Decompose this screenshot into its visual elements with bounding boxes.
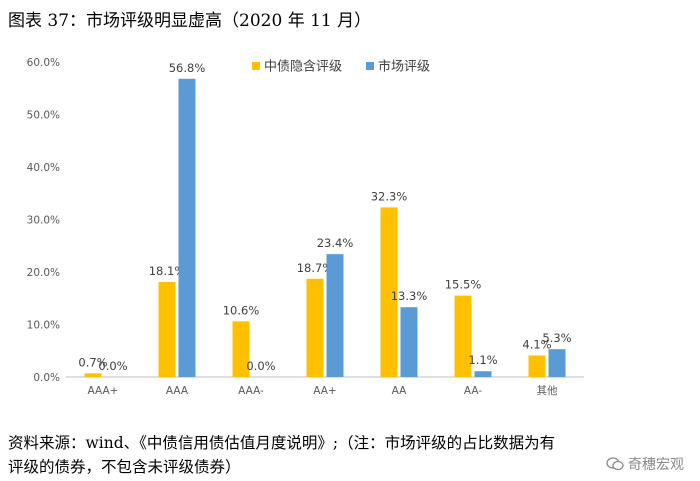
y-tick-label: 10.0% [27, 320, 60, 332]
x-tick-label: AAA- [238, 385, 264, 397]
y-tick-label: 50.0% [27, 110, 60, 122]
bar-implied-rating [84, 373, 102, 377]
y-tick-label: 60.0% [27, 57, 60, 69]
y-tick-label: 30.0% [27, 215, 60, 227]
figure-title: 图表 37：市场评级明显虚高（2020 年 11 月） [8, 11, 372, 31]
x-tick-label: AAA+ [88, 385, 119, 397]
bar-implied-rating [528, 355, 546, 377]
data-label: 1.1% [468, 353, 497, 367]
x-tick-label: 其他 [537, 384, 558, 397]
source-note-line-1: 资料来源：wind、《中债信用债估值月度说明》;（注：市场评级的占比数据为有 [8, 434, 556, 452]
data-label: 13.3% [391, 289, 428, 303]
data-label: 15.5% [445, 278, 482, 292]
watermark: 奇穗宏观 [606, 454, 684, 474]
data-label: 10.6% [223, 303, 260, 317]
data-label: 4.1% [522, 337, 551, 351]
x-tick-label: AAA [166, 385, 189, 397]
data-label: 0.0% [98, 359, 127, 373]
bar-market-rating [548, 349, 566, 377]
watermark-text: 奇穗宏观 [628, 457, 684, 473]
legend-label: 市场评级 [378, 59, 430, 75]
bar-market-rating [474, 371, 492, 377]
y-tick-label: 0.0% [33, 372, 60, 384]
source-note-line-2: 评级的债券，不包含未评级债券） [8, 458, 241, 476]
x-tick-label: AA [392, 385, 407, 397]
legend-swatch [366, 62, 374, 70]
bar-market-rating [400, 307, 418, 377]
bar-implied-rating [232, 321, 250, 377]
bar-implied-rating [306, 278, 324, 377]
bar-implied-rating [454, 295, 472, 377]
chart-area: 0.0% 10.0% 20.0% 30.0% 40.0% 50.0% 60.0% AAA+ AA… [0, 38, 700, 413]
bar-market-rating [178, 78, 196, 378]
data-label: 18.1% [149, 264, 186, 278]
bar-implied-rating [380, 207, 398, 377]
data-label: 5.3% [542, 331, 571, 345]
x-tick-label: AA- [464, 385, 482, 397]
legend-label: 中债隐含评级 [264, 59, 342, 75]
data-label: 56.8% [169, 61, 206, 75]
bar-chart: 0.0% 10.0% 20.0% 30.0% 40.0% 50.0% 60.0% AAA+ AA… [27, 57, 584, 397]
y-tick-label: 40.0% [27, 162, 60, 174]
x-tick-label: AA+ [313, 385, 336, 397]
bar-market-rating [326, 254, 344, 377]
data-label: 18.7% [297, 261, 334, 275]
y-tick-label: 20.0% [27, 267, 60, 279]
wechat-icon [606, 457, 624, 471]
data-label: 23.4% [317, 236, 354, 250]
legend-swatch [252, 62, 260, 70]
bar-implied-rating [158, 281, 176, 377]
data-label: 0.0% [246, 359, 275, 373]
data-label: 0.7% [78, 355, 107, 369]
data-label: 32.3% [371, 189, 408, 203]
source-note: 资料来源：wind、《中债信用债估值月度说明》;（注：市场评级的占比数据为有 评… [8, 431, 692, 479]
